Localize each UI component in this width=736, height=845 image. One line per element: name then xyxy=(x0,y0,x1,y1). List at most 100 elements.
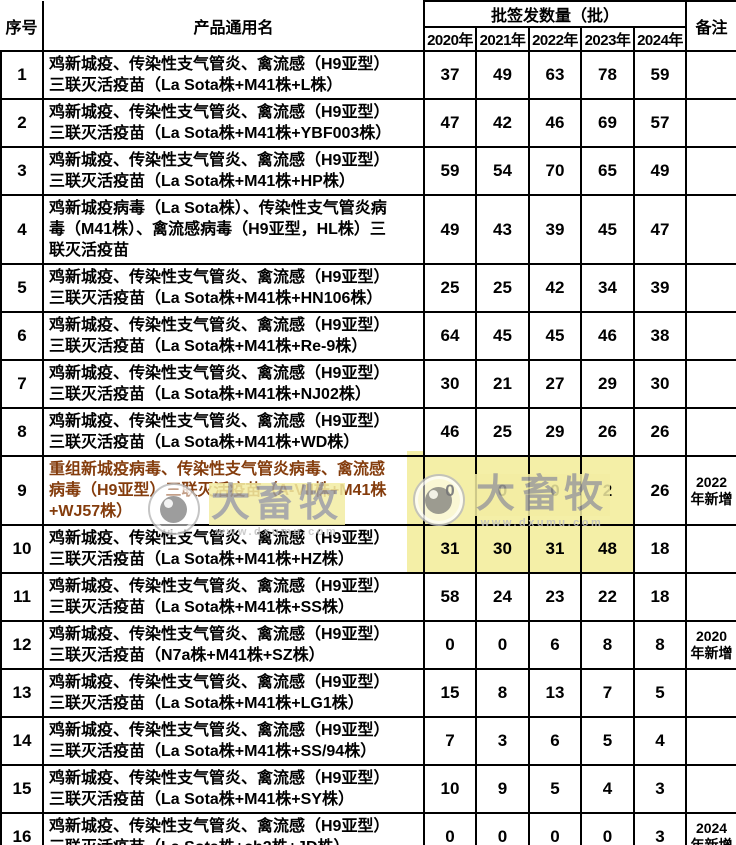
batch-count-cell: 37 xyxy=(423,50,477,100)
batch-count-cell: 30 xyxy=(423,359,477,409)
product-name-cell: 鸡新城疫、传染性支气管炎、禽流感（H9亚型） 三联灭活疫苗（La Sota株+M… xyxy=(42,524,425,574)
batch-count-cell: 15 xyxy=(423,668,477,718)
table-row: 2 鸡新城疫、传染性支气管炎、禽流感（H9亚型） 三联灭活疫苗（La Sota株+… xyxy=(0,98,736,148)
header-remark: 备注 xyxy=(685,0,736,52)
table-row: 8 鸡新城疫、传染性支气管炎、禽流感（H9亚型） 三联灭活疫苗（La Sota株+… xyxy=(0,407,736,457)
batch-count-cell: 3 xyxy=(632,812,688,845)
row-index-cell: 15 xyxy=(0,764,44,814)
batch-count-cell: 45 xyxy=(528,311,582,361)
row-index-cell: 6 xyxy=(0,311,44,361)
batch-count-cell: 13 xyxy=(528,668,582,718)
table-row: 5 鸡新城疫、传染性支气管炎、禽流感（H9亚型） 三联灭活疫苗（La Sota株+… xyxy=(0,263,736,313)
batch-count-cell: 46 xyxy=(423,407,477,457)
batch-count-cell: 0 xyxy=(423,812,477,845)
batch-count-cell: 25 xyxy=(475,263,530,313)
row-index-cell: 13 xyxy=(0,668,44,718)
batch-count-cell: 21 xyxy=(475,359,530,409)
remark-cell xyxy=(685,263,736,313)
batch-count-cell: 42 xyxy=(475,98,530,148)
batch-count-cell: 27 xyxy=(528,359,582,409)
header-year-2021: 2021年 xyxy=(475,26,530,52)
batch-count-cell: 47 xyxy=(632,194,688,265)
batch-count-cell: 8 xyxy=(475,668,530,718)
table-row: 7 鸡新城疫、传染性支气管炎、禽流感（H9亚型） 三联灭活疫苗（La Sota株+… xyxy=(0,359,736,409)
batch-count-cell: 7 xyxy=(580,668,635,718)
batch-count-cell: 26 xyxy=(632,407,688,457)
row-index-cell: 10 xyxy=(0,524,44,574)
batch-count-cell: 49 xyxy=(475,50,530,100)
row-index-cell: 2 xyxy=(0,98,44,148)
batch-count-cell: 24 xyxy=(475,572,530,622)
batch-count-cell: 18 xyxy=(632,572,688,622)
row-index-cell: 16 xyxy=(0,812,44,845)
remark-cell xyxy=(685,194,736,265)
batch-count-cell: 0 xyxy=(580,812,635,845)
batch-count-cell: 23 xyxy=(528,572,582,622)
product-name-cell: 鸡新城疫病毒（La Sota株）、传染性支气管炎病 毒（M41株）、禽流感病毒（… xyxy=(42,194,425,265)
product-name-cell: 鸡新城疫、传染性支气管炎、禽流感（H9亚型） 三联灭活疫苗（N7a株+M41株+… xyxy=(42,620,425,670)
row-index-cell: 1 xyxy=(0,50,44,100)
remark-cell xyxy=(685,524,736,574)
batch-count-cell: 78 xyxy=(580,50,635,100)
batch-count-cell: 8 xyxy=(580,620,635,670)
header-product-name: 产品通用名 xyxy=(42,1,425,52)
product-name-cell: 鸡新城疫、传染性支气管炎、禽流感（H9亚型） 三联灭活疫苗（La Sota株+c… xyxy=(42,812,425,845)
remark-cell xyxy=(685,98,736,148)
table-row: 3 鸡新城疫、传染性支气管炎、禽流感（H9亚型） 三联灭活疫苗（La Sota株+… xyxy=(0,146,736,196)
remark-cell xyxy=(685,50,736,100)
product-name-cell: 鸡新城疫、传染性支气管炎、禽流感（H9亚型） 三联灭活疫苗（La Sota株+M… xyxy=(42,98,425,148)
batch-count-cell: 38 xyxy=(632,311,688,361)
remark-cell xyxy=(685,668,736,718)
batch-count-cell: 18 xyxy=(632,524,688,574)
remark-cell xyxy=(685,716,736,766)
batch-count-cell: 0 xyxy=(475,620,530,670)
batch-count-cell: 0 xyxy=(528,455,582,526)
batch-count-cell: 5 xyxy=(580,716,635,766)
table-row: 4 鸡新城疫病毒（La Sota株）、传染性支气管炎病 毒（M41株）、禽流感病毒… xyxy=(0,194,736,265)
product-name-cell: 鸡新城疫、传染性支气管炎、禽流感（H9亚型） 三联灭活疫苗（La Sota株+M… xyxy=(42,146,425,196)
batch-count-cell: 70 xyxy=(528,146,582,196)
batch-count-cell: 8 xyxy=(632,620,688,670)
header-year-2022: 2022年 xyxy=(528,26,582,52)
batch-count-cell: 65 xyxy=(580,146,635,196)
table-row: 13 鸡新城疫、传染性支气管炎、禽流感（H9亚型） 三联灭活疫苗（La Sota株… xyxy=(0,668,736,718)
batch-count-cell: 34 xyxy=(580,263,635,313)
product-name-cell: 鸡新城疫、传染性支气管炎、禽流感（H9亚型） 三联灭活疫苗（La Sota株+M… xyxy=(42,572,425,622)
table-row: 14 鸡新城疫、传染性支气管炎、禽流感（H9亚型） 三联灭活疫苗（La Sota株… xyxy=(0,716,736,766)
product-name-cell: 鸡新城疫、传染性支气管炎、禽流感（H9亚型） 三联灭活疫苗（La Sota株+M… xyxy=(42,359,425,409)
remark-cell xyxy=(685,407,736,457)
batch-count-cell: 6 xyxy=(528,716,582,766)
table-row: 1 鸡新城疫、传染性支气管炎、禽流感（H9亚型） 三联灭活疫苗（La Sota株+… xyxy=(0,50,736,100)
batch-count-cell: 46 xyxy=(528,98,582,148)
batch-count-cell: 31 xyxy=(528,524,582,574)
remark-cell: 2024年新增 xyxy=(685,812,736,845)
batch-count-cell: 0 xyxy=(475,455,530,526)
header-batch-count-group: 批签发数量（批） xyxy=(422,0,688,28)
batch-count-cell: 39 xyxy=(528,194,582,265)
row-index-cell: 8 xyxy=(0,407,44,457)
batch-count-cell: 49 xyxy=(632,146,688,196)
batch-count-cell: 0 xyxy=(423,620,477,670)
batch-count-cell: 10 xyxy=(423,764,477,814)
row-index-cell: 3 xyxy=(0,146,44,196)
batch-count-cell: 45 xyxy=(475,311,530,361)
batch-count-cell: 46 xyxy=(580,311,635,361)
table-body: 1 鸡新城疫、传染性支气管炎、禽流感（H9亚型） 三联灭活疫苗（La Sota株+… xyxy=(0,50,736,845)
batch-count-cell: 0 xyxy=(528,812,582,845)
remark-cell xyxy=(685,764,736,814)
batch-count-cell: 9 xyxy=(475,764,530,814)
remark-cell xyxy=(685,359,736,409)
batch-count-cell: 57 xyxy=(632,98,688,148)
product-name-cell: 鸡新城疫、传染性支气管炎、禽流感（H9亚型） 三联灭活疫苗（La Sota株+M… xyxy=(42,50,425,100)
batch-count-cell: 7 xyxy=(423,716,477,766)
product-name-cell: 鸡新城疫、传染性支气管炎、禽流感（H9亚型） 三联灭活疫苗（La Sota株+M… xyxy=(42,263,425,313)
batch-count-cell: 3 xyxy=(632,764,688,814)
header-row-group: 序号 产品通用名 批签发数量（批） 备注 xyxy=(1,0,736,52)
batch-count-cell: 29 xyxy=(528,407,582,457)
remark-cell xyxy=(685,311,736,361)
batch-count-cell: 5 xyxy=(528,764,582,814)
batch-count-cell: 3 xyxy=(475,716,530,766)
